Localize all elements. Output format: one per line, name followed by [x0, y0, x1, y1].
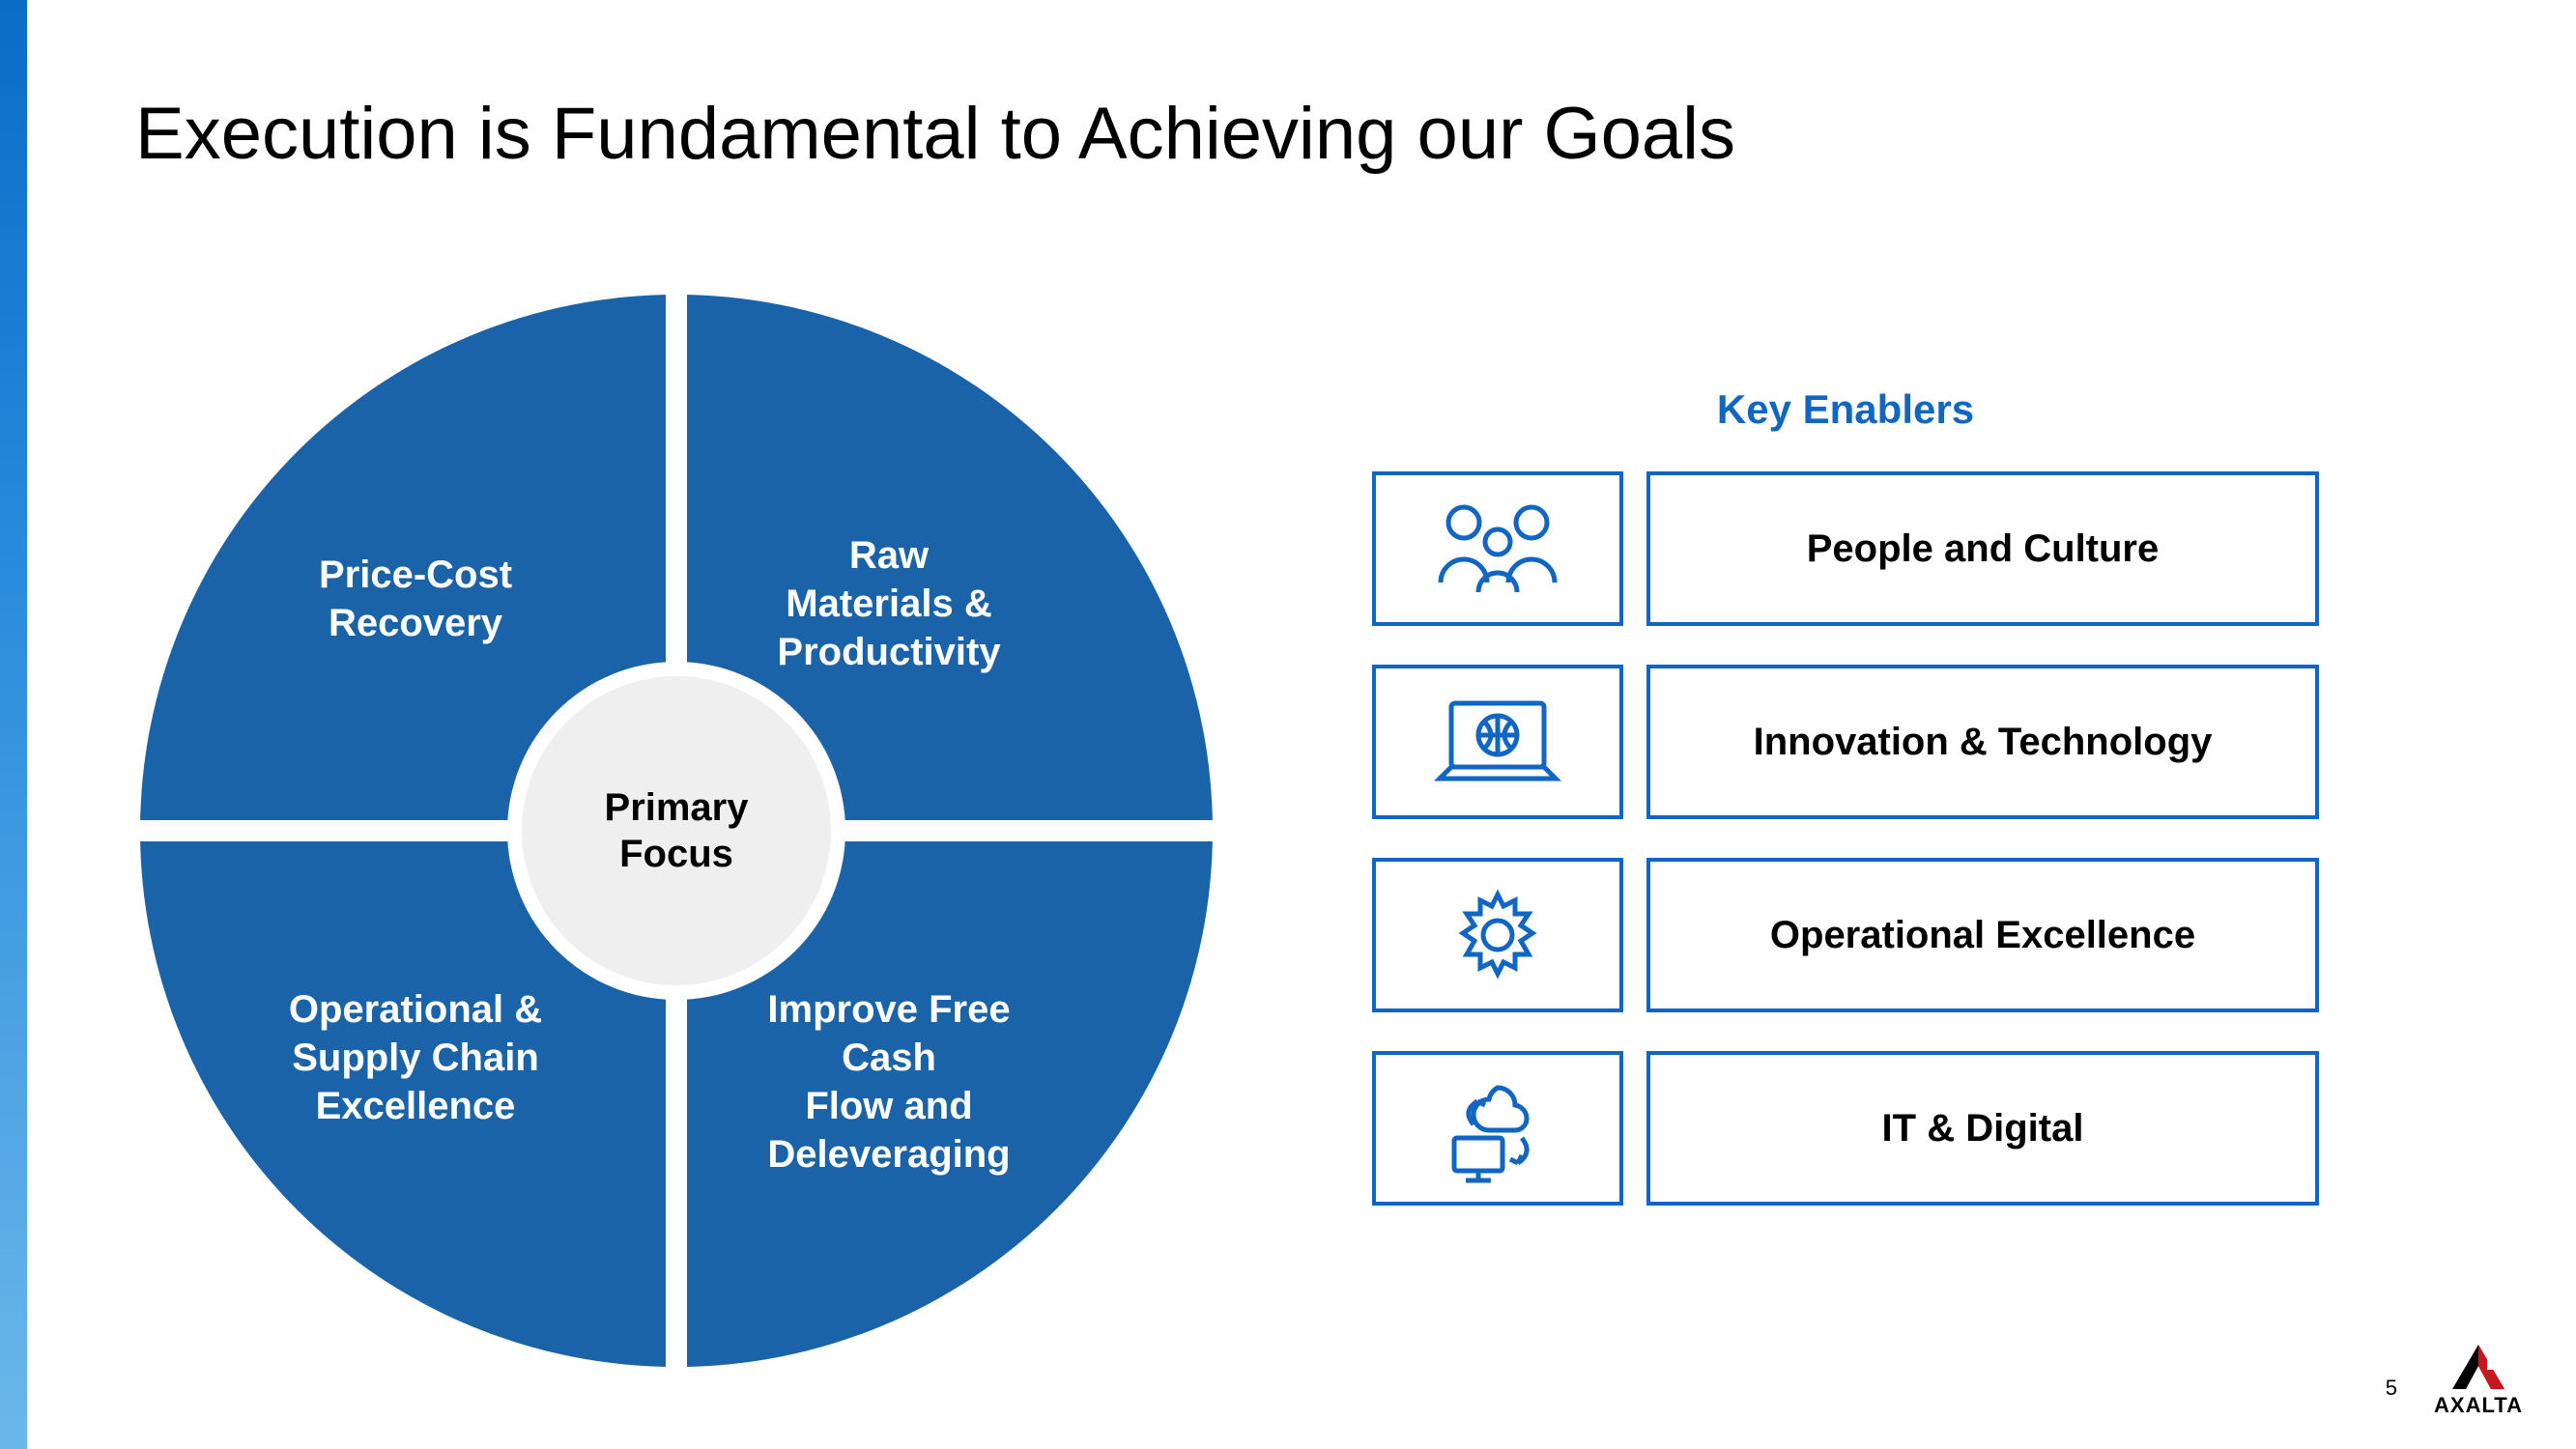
enablers-title: Key Enablers — [1372, 386, 2319, 433]
quadrant-text: Flow and — [805, 1085, 972, 1127]
logo-text: AXALTA — [2434, 1393, 2523, 1418]
enabler-label: Innovation & Technology — [1754, 721, 2213, 764]
center-text: Focus — [619, 833, 733, 875]
page-title: Execution is Fundamental to Achieving ou… — [135, 92, 1735, 176]
accent-bar — [0, 0, 27, 1449]
enabler-label-box: IT & Digital — [1646, 1051, 2319, 1206]
quadrant-text: Supply Chain — [292, 1037, 539, 1079]
quadrant-text: Materials & — [786, 582, 991, 625]
quadrant-top-left: Price-Cost Recovery — [242, 551, 589, 647]
enabler-label: People and Culture — [1807, 527, 2160, 571]
wheel-center-label: Primary Focus — [605, 784, 749, 877]
enabler-label-box: People and Culture — [1646, 471, 2319, 626]
gear-icon-box — [1372, 858, 1623, 1012]
enabler-row: Innovation & Technology — [1372, 665, 2319, 819]
primary-focus-wheel: Price-Cost Recovery Raw Materials & Prod… — [135, 290, 1217, 1372]
laptop-globe-icon — [1430, 694, 1565, 790]
page-number: 5 — [2386, 1376, 2397, 1401]
key-enablers-panel: Key Enablers People and Culture — [1372, 386, 2319, 1244]
enabler-row: People and Culture — [1372, 471, 2319, 626]
people-icon-box — [1372, 471, 1623, 626]
center-text: Primary — [605, 786, 749, 829]
gear-icon — [1440, 877, 1556, 993]
quadrant-text: Excellence — [316, 1085, 516, 1127]
enabler-label: Operational Excellence — [1770, 914, 2195, 957]
enabler-label-box: Innovation & Technology — [1646, 665, 2319, 819]
quadrant-text: Raw — [849, 534, 929, 577]
quadrant-text: Recovery — [329, 602, 502, 644]
laptop-icon-box — [1372, 665, 1623, 819]
cloud-sync-icon — [1425, 1070, 1570, 1186]
quadrant-text: Price-Cost — [319, 554, 512, 596]
axalta-logo-icon — [2445, 1343, 2512, 1391]
quadrant-text: Deleveraging — [767, 1133, 1010, 1176]
quadrant-text: Operational & — [289, 988, 542, 1031]
enabler-label-box: Operational Excellence — [1646, 858, 2319, 1012]
brand-logo: AXALTA — [2434, 1343, 2523, 1418]
quadrant-top-right: Raw Materials & Productivity — [715, 531, 1063, 676]
enabler-label: IT & Digital — [1882, 1107, 2084, 1151]
quadrant-text: Improve Free Cash — [767, 988, 1010, 1079]
quadrant-bottom-right: Improve Free Cash Flow and Deleveraging — [715, 985, 1063, 1179]
enabler-row: Operational Excellence — [1372, 858, 2319, 1012]
quadrant-text: Productivity — [777, 631, 1000, 673]
enabler-row: IT & Digital — [1372, 1051, 2319, 1206]
quadrant-bottom-left: Operational & Supply Chain Excellence — [242, 985, 589, 1130]
cloud-icon-box — [1372, 1051, 1623, 1206]
people-icon — [1425, 496, 1570, 602]
